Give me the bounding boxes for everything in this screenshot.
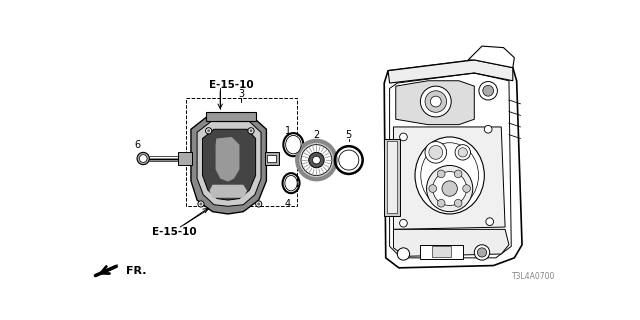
Bar — [186, 99, 297, 206]
Circle shape — [248, 128, 254, 134]
Circle shape — [339, 150, 359, 170]
Polygon shape — [94, 264, 118, 277]
Circle shape — [250, 129, 253, 132]
Circle shape — [437, 170, 445, 178]
Circle shape — [255, 201, 262, 207]
Circle shape — [458, 148, 467, 157]
Polygon shape — [191, 116, 266, 214]
Bar — [206, 112, 257, 121]
Circle shape — [137, 152, 149, 165]
Bar — [178, 152, 192, 165]
Circle shape — [431, 96, 441, 107]
Polygon shape — [394, 229, 509, 256]
Circle shape — [433, 172, 467, 205]
Circle shape — [479, 82, 497, 100]
Circle shape — [425, 91, 447, 112]
Circle shape — [200, 203, 202, 205]
Ellipse shape — [285, 135, 301, 154]
Circle shape — [463, 185, 470, 192]
Text: FR.: FR. — [126, 266, 147, 276]
Polygon shape — [202, 129, 255, 200]
Polygon shape — [216, 137, 239, 182]
Text: 2: 2 — [314, 130, 319, 140]
Circle shape — [140, 155, 147, 162]
Polygon shape — [388, 60, 513, 83]
Circle shape — [426, 165, 473, 212]
Circle shape — [399, 219, 407, 227]
Circle shape — [442, 181, 458, 196]
Circle shape — [454, 199, 462, 207]
Bar — [387, 141, 397, 213]
Ellipse shape — [285, 175, 297, 191]
Polygon shape — [396, 81, 474, 124]
Circle shape — [477, 248, 486, 257]
Circle shape — [297, 141, 336, 179]
Circle shape — [301, 145, 332, 175]
Text: E-15-10: E-15-10 — [152, 228, 196, 237]
Polygon shape — [197, 122, 261, 206]
Circle shape — [420, 86, 451, 117]
Circle shape — [198, 201, 204, 207]
Polygon shape — [394, 127, 505, 229]
Circle shape — [455, 145, 470, 160]
Circle shape — [454, 170, 462, 178]
Circle shape — [312, 156, 320, 164]
Bar — [267, 155, 276, 162]
Circle shape — [486, 218, 493, 226]
Circle shape — [483, 85, 493, 96]
Bar — [432, 246, 451, 257]
Circle shape — [257, 203, 260, 205]
Circle shape — [484, 125, 492, 133]
Circle shape — [474, 245, 490, 260]
Circle shape — [429, 185, 436, 192]
Circle shape — [207, 129, 210, 132]
Bar — [384, 139, 399, 215]
Circle shape — [399, 133, 407, 141]
Text: T3L4A0700: T3L4A0700 — [512, 272, 555, 281]
Ellipse shape — [415, 137, 484, 214]
Circle shape — [308, 152, 324, 168]
Circle shape — [397, 248, 410, 260]
Text: 3: 3 — [238, 89, 244, 99]
Text: 4: 4 — [285, 199, 291, 209]
Polygon shape — [209, 185, 247, 198]
Bar — [420, 245, 463, 259]
Text: E-15-10: E-15-10 — [209, 80, 254, 90]
Circle shape — [429, 145, 443, 159]
Text: 6: 6 — [135, 140, 141, 150]
Circle shape — [205, 128, 212, 134]
Polygon shape — [468, 46, 515, 68]
Circle shape — [425, 141, 447, 163]
Text: 5: 5 — [346, 130, 352, 140]
Text: 1: 1 — [285, 126, 291, 136]
Polygon shape — [384, 60, 522, 268]
Circle shape — [437, 199, 445, 207]
Bar — [265, 152, 279, 165]
